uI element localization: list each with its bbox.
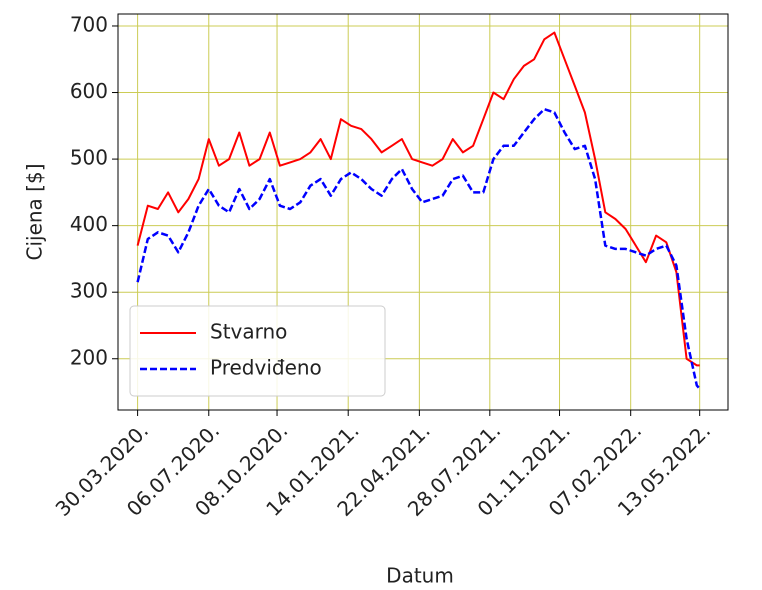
y-tick-label: 200: [70, 345, 108, 369]
x-axis-label: Datum: [386, 564, 454, 588]
y-axis-label: Cijena [$]: [23, 163, 47, 260]
legend: Stvarno Predviđeno: [129, 305, 386, 397]
legend-label: Predviđeno: [210, 356, 322, 380]
y-tick-label: 600: [70, 79, 108, 103]
series-line: [136, 31, 700, 367]
legend-box: [129, 305, 386, 397]
y-tick-label: 400: [70, 212, 108, 236]
legend-label: Stvarno: [210, 320, 287, 344]
y-tick-label: 700: [70, 12, 108, 36]
y-tick-label: 300: [70, 279, 108, 303]
y-tick-label: 500: [70, 146, 108, 170]
plot-frame: [117, 13, 729, 411]
series-line: [136, 107, 701, 390]
